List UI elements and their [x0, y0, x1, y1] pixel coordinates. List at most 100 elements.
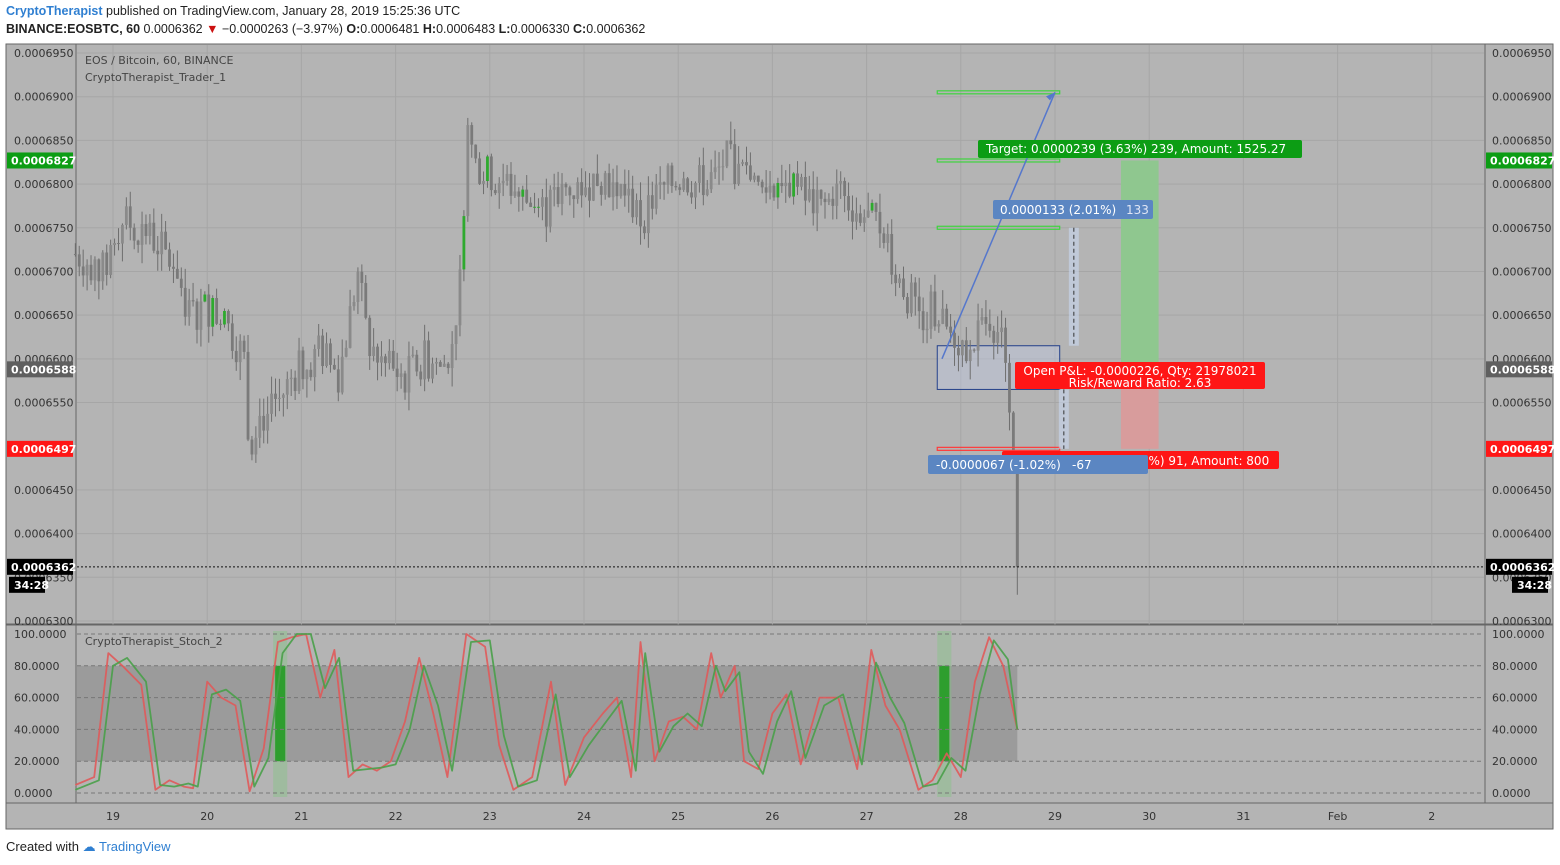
- low-value: 0.0006330: [510, 22, 570, 36]
- candle-body: [709, 172, 713, 190]
- time-tick: 26: [765, 810, 779, 823]
- candle-body: [313, 349, 317, 378]
- measure-down-ticks: -67: [1072, 458, 1092, 472]
- stoch-signal-bar: [939, 665, 950, 762]
- candle-body: [226, 311, 230, 324]
- time-axis-labels: 19 20 21 22 23 24 25 26 27 28 29 30 31 Feb 2: [106, 810, 1435, 823]
- projection-arrow-line: [941, 92, 1056, 360]
- price-tick-right: 0.0006650: [1492, 309, 1552, 322]
- price-tag-right: [1486, 558, 1552, 575]
- candle-body: [85, 264, 89, 276]
- candle-body: [348, 306, 352, 348]
- candle-body: [372, 346, 376, 357]
- candle-body: [246, 351, 250, 440]
- pnl-label-text: Risk/Reward Ratio: 2.63: [1069, 376, 1212, 390]
- candle-body: [105, 252, 109, 275]
- candle-body: [595, 173, 599, 186]
- author-link[interactable]: CryptoTherapist: [6, 4, 103, 18]
- stoch-tick-left: 40.0000: [14, 723, 60, 736]
- candle-body: [121, 224, 124, 244]
- candle-body: [387, 350, 391, 364]
- stoch-d-line: [74, 633, 1019, 791]
- candle-body: [827, 198, 831, 203]
- symbol-text: BINANCE:EOSBTC, 60: [6, 22, 141, 36]
- candle-body: [215, 298, 219, 324]
- candle-body: [482, 181, 485, 184]
- price-tag-right-text: 0.0006362: [1490, 561, 1555, 574]
- candle-body: [156, 250, 160, 255]
- projection-arrow-head-icon: [1046, 92, 1055, 101]
- candle-body: [537, 206, 540, 208]
- candle-body: [325, 343, 328, 367]
- price-tag-left: [7, 558, 73, 575]
- candle-body: [407, 356, 411, 393]
- candle-body: [980, 316, 984, 321]
- price-tick-left: 0.0006850: [14, 134, 74, 147]
- candle-body: [462, 216, 466, 270]
- candle-body: [187, 300, 191, 317]
- candle-body: [623, 184, 627, 196]
- time-axis[interactable]: [5, 802, 1554, 830]
- target-label-text: Target: 0.0000239 (3.63%) 239, Amount: 1…: [985, 142, 1286, 156]
- candle-body: [168, 249, 171, 267]
- candle-body: [136, 240, 140, 245]
- candle-body: [972, 349, 976, 351]
- candle-body: [796, 173, 799, 187]
- stoch-signal-bar: [275, 665, 286, 762]
- candle-body: [356, 271, 360, 302]
- price-tick-right: 0.0006550: [1492, 397, 1552, 410]
- candle-body: [584, 187, 587, 196]
- candle-body: [988, 323, 992, 331]
- candle-body: [219, 323, 222, 325]
- candle-body: [843, 180, 847, 197]
- price-axis-labels: 0.0006950 0.0006950 0.0006900 0.0006900 0.00…: [7, 47, 1555, 628]
- candle-body: [203, 294, 207, 302]
- time-tick: 22: [389, 810, 403, 823]
- candle-body: [560, 184, 564, 204]
- candle-body: [984, 316, 988, 324]
- candle-body: [576, 182, 580, 200]
- candle-body: [1000, 327, 1004, 333]
- candle-body: [93, 259, 97, 281]
- price-tick-right: 0.0006450: [1492, 484, 1552, 497]
- publish-line: CryptoTherapist published on TradingView…: [6, 4, 460, 18]
- open-label: O:: [346, 22, 361, 36]
- price-pane[interactable]: [5, 43, 1554, 625]
- candle-body: [124, 206, 128, 225]
- stoch-tick-right: 80.0000: [1492, 660, 1538, 673]
- candle-body: [913, 282, 917, 297]
- stoch-tick-left: 20.0000: [14, 755, 60, 768]
- candle-body: [851, 210, 854, 222]
- candle-body: [768, 185, 772, 193]
- candle-body: [745, 162, 748, 166]
- candle-body: [281, 394, 285, 398]
- price-tick-right: 0.0006700: [1492, 265, 1552, 278]
- candle-body: [391, 350, 395, 369]
- time-tick: 2: [1428, 810, 1435, 823]
- stoch-axis-labels: 100.0000 100.0000 80.0000 80.0000 60.0000 60.…: [14, 628, 1545, 800]
- candle-body: [368, 317, 372, 357]
- candle-body: [109, 245, 113, 275]
- down-arrow-icon: ▼: [206, 22, 219, 36]
- target-zone: [1120, 160, 1159, 370]
- candle-body: [564, 184, 568, 188]
- candle-body: [207, 294, 211, 327]
- price-tick-left: 0.0006450: [14, 484, 74, 497]
- candle-body: [674, 185, 678, 188]
- candle-body: [729, 140, 733, 145]
- candle-body: [254, 437, 258, 455]
- candle-body: [191, 300, 195, 302]
- candle-body: [478, 158, 481, 184]
- tradingview-link[interactable]: TradingView: [99, 839, 171, 854]
- candle-body: [293, 377, 297, 392]
- candle-body: [152, 222, 156, 251]
- candle-body: [140, 224, 144, 245]
- candle-body: [376, 346, 379, 363]
- candle-body: [399, 373, 403, 377]
- candle-body: [792, 173, 795, 197]
- candle-body: [380, 356, 383, 363]
- candle-body: [874, 202, 878, 212]
- candle-body: [317, 335, 321, 350]
- candle-body: [344, 347, 348, 357]
